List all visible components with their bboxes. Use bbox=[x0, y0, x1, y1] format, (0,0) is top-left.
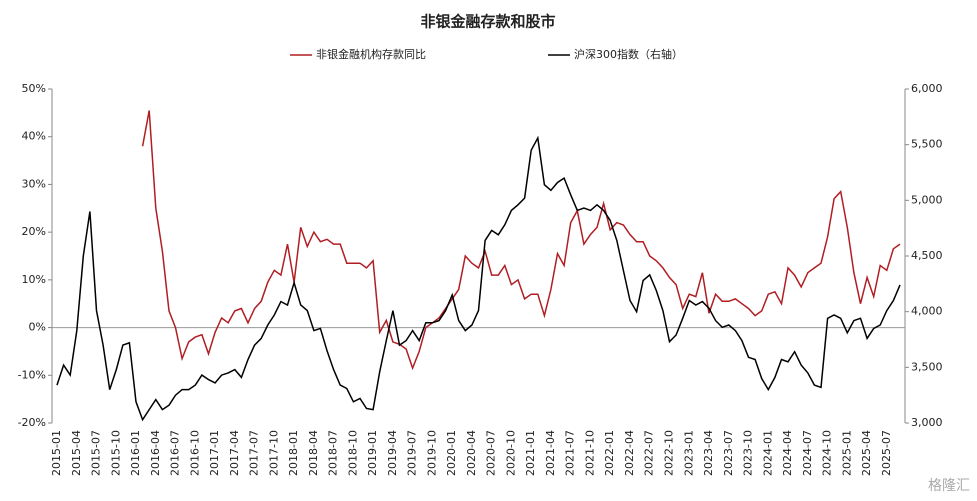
x-tick-label: 2025-01 bbox=[840, 430, 853, 476]
x-tick-label: 2023-10 bbox=[742, 430, 755, 476]
chart-title: 非银金融存款和股市 bbox=[420, 13, 555, 31]
x-tick-label: 2015-04 bbox=[70, 430, 83, 476]
y2-tick-label: 3,000 bbox=[911, 416, 943, 429]
x-tick-label: 2019-07 bbox=[406, 430, 419, 476]
series-line bbox=[56, 135, 901, 422]
x-tick-label: 2017-07 bbox=[248, 430, 261, 476]
x-tick-label: 2024-10 bbox=[821, 430, 834, 476]
x-tick-label: 2021-01 bbox=[524, 430, 537, 476]
x-tick-label: 2017-01 bbox=[208, 430, 221, 476]
x-tick-label: 2022-04 bbox=[623, 430, 636, 476]
y2-tick-label: 4,500 bbox=[911, 249, 943, 262]
x-tick-label: 2025-04 bbox=[860, 430, 873, 476]
x-tick-label: 2015-10 bbox=[109, 430, 122, 476]
y-tick-label: 50% bbox=[22, 82, 46, 95]
x-tick-label: 2019-10 bbox=[425, 430, 438, 476]
x-tick-label: 2018-01 bbox=[287, 430, 300, 476]
legend-label: 非银金融机构存款同比 bbox=[316, 47, 426, 61]
x-tick-label: 2021-07 bbox=[564, 430, 577, 476]
y2-tick-label: 6,000 bbox=[911, 82, 943, 95]
x-tick-label: 2020-04 bbox=[465, 430, 478, 476]
y-tick-label: 30% bbox=[22, 177, 46, 190]
y2-tick-label: 4,000 bbox=[911, 305, 943, 318]
x-tick-label: 2023-07 bbox=[722, 430, 735, 476]
x-tick-label: 2016-10 bbox=[188, 430, 201, 476]
y2-tick-label: 5,500 bbox=[911, 138, 943, 151]
x-tick-label: 2024-07 bbox=[801, 430, 814, 476]
x-tick-label: 2024-01 bbox=[761, 430, 774, 476]
y-tick-label: 0% bbox=[29, 321, 46, 334]
x-tick-label: 2021-04 bbox=[544, 430, 557, 476]
x-tick-label: 2015-07 bbox=[90, 430, 103, 476]
x-tick-label: 2016-04 bbox=[149, 430, 162, 476]
y-tick-label: 10% bbox=[22, 273, 46, 286]
x-tick-label: 2020-07 bbox=[485, 430, 498, 476]
x-tick-label: 2020-10 bbox=[504, 430, 517, 476]
x-tick-label: 2022-10 bbox=[662, 430, 675, 476]
legend-label: 沪深300指数（右轴） bbox=[574, 47, 683, 61]
x-tick-label: 2018-10 bbox=[346, 430, 359, 476]
x-tick-label: 2023-01 bbox=[682, 430, 695, 476]
x-tick-label: 2016-07 bbox=[169, 430, 182, 476]
x-tick-label: 2017-10 bbox=[267, 430, 280, 476]
y-tick-label: -10% bbox=[18, 368, 46, 381]
x-tick-label: 2019-01 bbox=[366, 430, 379, 476]
x-tick-label: 2017-04 bbox=[228, 430, 241, 476]
series-line bbox=[141, 110, 901, 371]
x-tick-label: 2021-10 bbox=[583, 430, 596, 476]
watermark: 格隆汇 bbox=[928, 478, 970, 494]
y2-tick-label: 3,500 bbox=[911, 360, 943, 373]
x-tick-label: 2019-04 bbox=[386, 430, 399, 476]
y-tick-label: -20% bbox=[18, 416, 46, 429]
x-tick-label: 2020-01 bbox=[445, 430, 458, 476]
x-tick-label: 2018-07 bbox=[327, 430, 340, 476]
x-tick-label: 2025-07 bbox=[880, 430, 893, 476]
x-tick-label: 2015-01 bbox=[50, 430, 63, 476]
y2-tick-label: 5,000 bbox=[911, 193, 943, 206]
x-tick-label: 2023-04 bbox=[702, 430, 715, 476]
y-tick-label: 20% bbox=[22, 225, 46, 238]
x-tick-label: 2018-04 bbox=[307, 430, 320, 476]
x-tick-label: 2022-07 bbox=[643, 430, 656, 476]
x-tick-label: 2016-01 bbox=[129, 430, 142, 476]
x-tick-label: 2024-04 bbox=[781, 430, 794, 476]
x-tick-label: 2022-01 bbox=[603, 430, 616, 476]
y-tick-label: 40% bbox=[22, 130, 46, 143]
